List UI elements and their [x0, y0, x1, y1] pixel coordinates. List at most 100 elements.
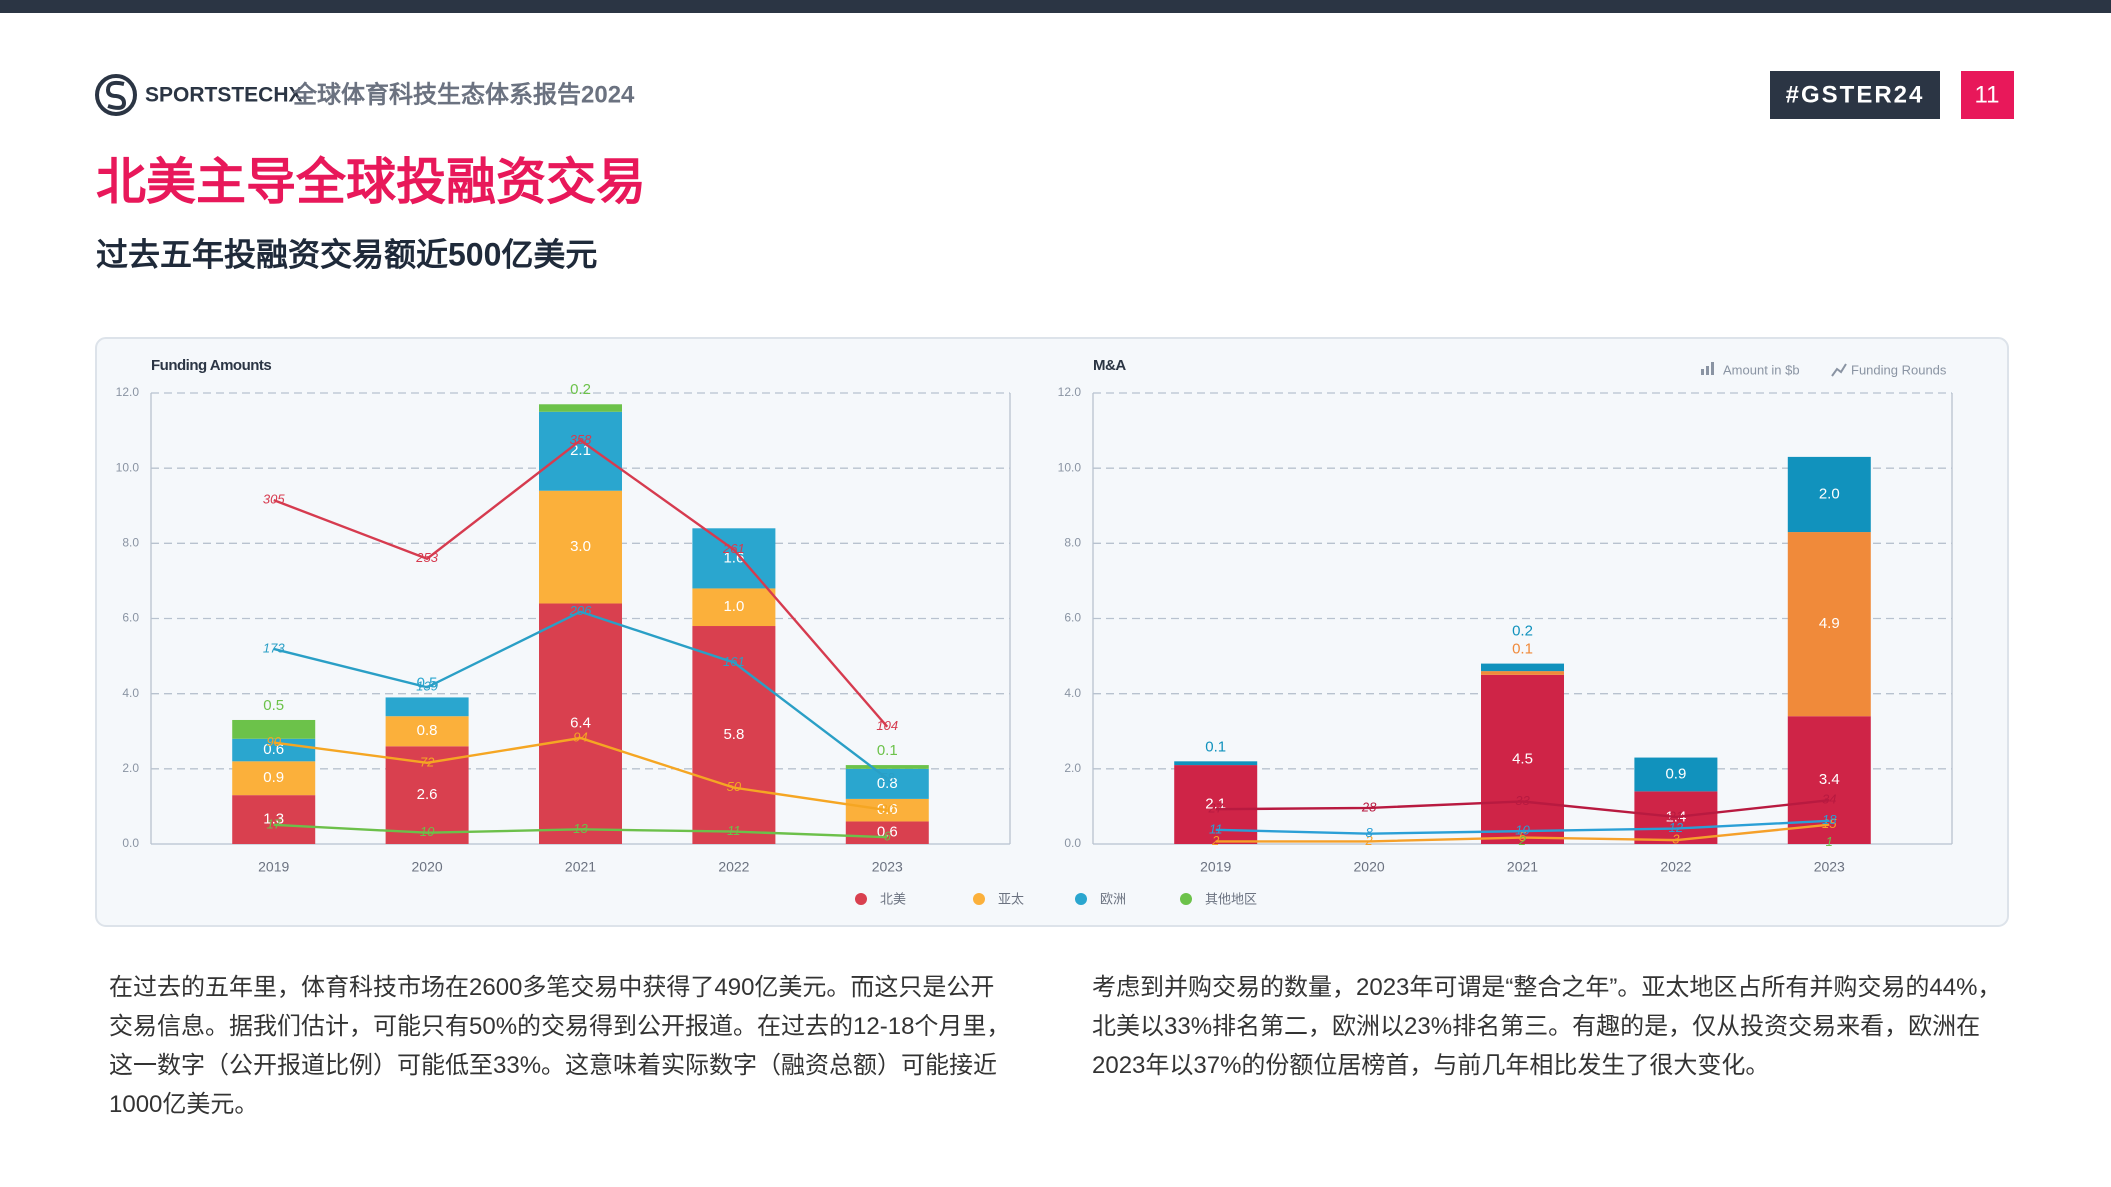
measure-legend: Amount in $b [1723, 362, 1800, 377]
y-tick-label: 8.0 [1064, 536, 1081, 550]
y-tick-label: 12.0 [1058, 385, 1082, 399]
bar-value-label: 4.9 [1819, 615, 1840, 632]
bar-segment [1634, 757, 1718, 792]
report-name: 全球体育科技生态体系报告2024 [292, 80, 635, 108]
rounds-label: 358 [570, 432, 592, 447]
legend-label: 其他地区 [1205, 891, 1257, 906]
bar-segment [232, 795, 316, 844]
rounds-label: 58 [880, 770, 895, 785]
bar-segment [539, 603, 622, 844]
rounds-label: 2 [1364, 833, 1373, 848]
x-tick-label: 2023 [1814, 859, 1845, 875]
rounds-label: 50 [727, 779, 742, 794]
bar-value-label: 2.6 [417, 786, 438, 803]
legend-marker [973, 893, 985, 905]
legend-label: 欧洲 [1100, 891, 1126, 906]
rounds-line [273, 823, 888, 839]
rounds-label: 173 [263, 640, 285, 655]
paragraph: 考虑到并购交易的数量，2023年可谓是“整合之年”。亚太地区占所有并购交易的44… [1092, 974, 2002, 1079]
rounds-label: 161 [723, 654, 745, 669]
chart-panel [95, 337, 2009, 927]
subtitle: 过去五年投融资交易额近500亿美元 [96, 236, 597, 272]
brand: SPORTSTECHX [145, 84, 303, 107]
x-tick-label: 2022 [718, 859, 749, 875]
legend-marker [1180, 893, 1192, 905]
y-tick-label: 6.0 [1064, 611, 1081, 625]
tag-badge [1770, 71, 1940, 119]
rounds-line [1215, 823, 1830, 843]
rounds-label: 10 [1515, 823, 1530, 838]
rounds-label: 104 [876, 718, 898, 733]
bar-value-label: 0.8 [877, 775, 898, 792]
rounds-label: 34 [1822, 792, 1836, 807]
bar-value-label: 3.4 [1819, 771, 1840, 788]
bar-segment [845, 768, 929, 799]
icon [1706, 366, 1709, 375]
y-tick-label: 4.0 [1064, 686, 1081, 700]
bar-value-label: 6.4 [570, 715, 591, 732]
y-tick-label: 4.0 [122, 686, 139, 700]
rounds-label: 2 [1211, 833, 1220, 848]
x-tick-label: 2023 [872, 859, 903, 875]
legend-label: 北美 [880, 891, 906, 906]
bar-segment [232, 719, 316, 739]
rounds-line [1215, 819, 1830, 835]
rounds-label: 72 [420, 754, 435, 769]
bar-value-label: 0.1 [1205, 738, 1226, 755]
rounds-label: 13 [573, 821, 588, 836]
x-tick-label: 2019 [1200, 859, 1231, 875]
bar-value-label: 0.6 [263, 741, 284, 758]
bar-segment [1787, 456, 1871, 533]
legend-marker [855, 893, 867, 905]
rounds-label: 2 [1518, 833, 1527, 848]
rounds-label: 12 [1669, 820, 1684, 835]
rounds-label: 21 [1668, 808, 1683, 823]
legend-label: 亚太 [998, 891, 1024, 906]
page-number: 11 [1975, 81, 2000, 108]
bar-value-label: 0.9 [263, 769, 284, 786]
rounds-label: 11 [1209, 821, 1223, 836]
y-tick-label: 10.0 [1058, 460, 1082, 474]
bar-value-label: 0.2 [1512, 623, 1533, 640]
rounds-label: 6 [884, 829, 892, 844]
bar-value-label: 0.5 [263, 697, 284, 714]
x-tick-label: 2021 [1507, 859, 1538, 875]
y-tick-label: 2.0 [122, 761, 139, 775]
bar-value-label: 0.1 [1512, 641, 1533, 658]
rounds-line [1215, 798, 1830, 819]
charts: Funding Amounts0.02.04.06.08.010.012.020… [116, 357, 1953, 906]
y-tick-label: 8.0 [122, 536, 139, 550]
y-tick-label: 0.0 [1064, 836, 1081, 850]
rounds-label: 94 [573, 729, 587, 744]
y-tick-label: 2.0 [1064, 761, 1081, 775]
rounds-label: 8 [1365, 825, 1373, 840]
bar-segment [385, 716, 469, 747]
rounds-label: 27 [1207, 801, 1223, 816]
top-bar [0, 0, 2111, 13]
bar-segment [845, 765, 929, 769]
y-tick-label: 6.0 [122, 611, 139, 625]
x-tick-label: 2020 [1354, 859, 1385, 875]
rounds-line [273, 438, 889, 728]
bar-value-label: 4.5 [1512, 750, 1533, 767]
icon [1711, 362, 1714, 375]
bar-value-label: 1.0 [723, 598, 744, 615]
bar-value-label: 0.1 [877, 742, 898, 759]
rounds-label: 90 [266, 734, 281, 749]
x-tick-label: 2019 [258, 859, 289, 875]
bar-value-label: 2.1 [570, 442, 591, 459]
rounds-label: 3 [1672, 832, 1680, 847]
bar-segment [845, 821, 929, 844]
y-tick-label: 12.0 [116, 385, 140, 399]
rounds-label: 206 [569, 603, 592, 618]
x-tick-label: 2020 [412, 859, 443, 875]
icon [1701, 369, 1704, 375]
rounds-line [273, 610, 889, 780]
bar-value-label: 0.8 [417, 722, 438, 739]
bar-segment [1481, 663, 1564, 672]
rounds-label: 30 [880, 802, 895, 817]
bar-segment [539, 490, 622, 604]
bar-segment [539, 404, 622, 412]
logo [95, 74, 137, 116]
